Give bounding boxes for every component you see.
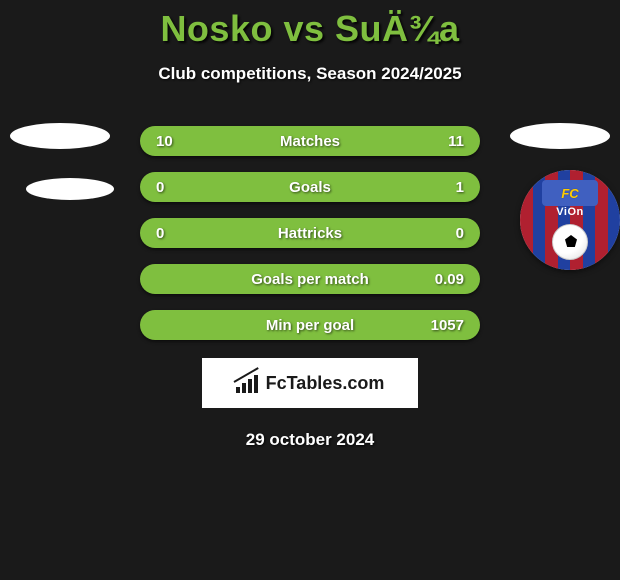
page-subtitle: Club competitions, Season 2024/2025 — [0, 64, 620, 84]
stat-right-value: 1057 — [424, 317, 464, 334]
stat-right-value: 0 — [424, 225, 464, 242]
stat-label: Matches — [280, 133, 340, 150]
logo-text: FcTables.com — [266, 373, 385, 394]
stat-left-value: 0 — [156, 225, 196, 242]
date-label: 29 october 2024 — [0, 430, 620, 450]
stat-right-value: 11 — [424, 133, 464, 150]
stat-row-goals: 0 Goals 1 — [140, 172, 480, 202]
bar-chart-icon — [236, 373, 260, 393]
stat-row-matches: 10 Matches 11 — [140, 126, 480, 156]
stat-label: Goals — [289, 179, 331, 196]
fctables-logo[interactable]: FcTables.com — [202, 358, 418, 408]
stat-right-value: 0.09 — [424, 271, 464, 288]
stat-row-hattricks: 0 Hattricks 0 — [140, 218, 480, 248]
stat-label: Min per goal — [266, 317, 354, 334]
stats-container: 10 Matches 11 0 Goals 1 0 Hattricks 0 Go… — [0, 126, 620, 340]
stat-right-value: 1 — [424, 179, 464, 196]
stat-left-value: 10 — [156, 133, 196, 150]
stat-left-value: 0 — [156, 179, 196, 196]
stat-row-goals-per-match: Goals per match 0.09 — [140, 264, 480, 294]
stat-label: Goals per match — [251, 271, 369, 288]
stat-row-min-per-goal: Min per goal 1057 — [140, 310, 480, 340]
page-title: Nosko vs SuÄ¾a — [0, 0, 620, 50]
stat-label: Hattricks — [278, 225, 342, 242]
